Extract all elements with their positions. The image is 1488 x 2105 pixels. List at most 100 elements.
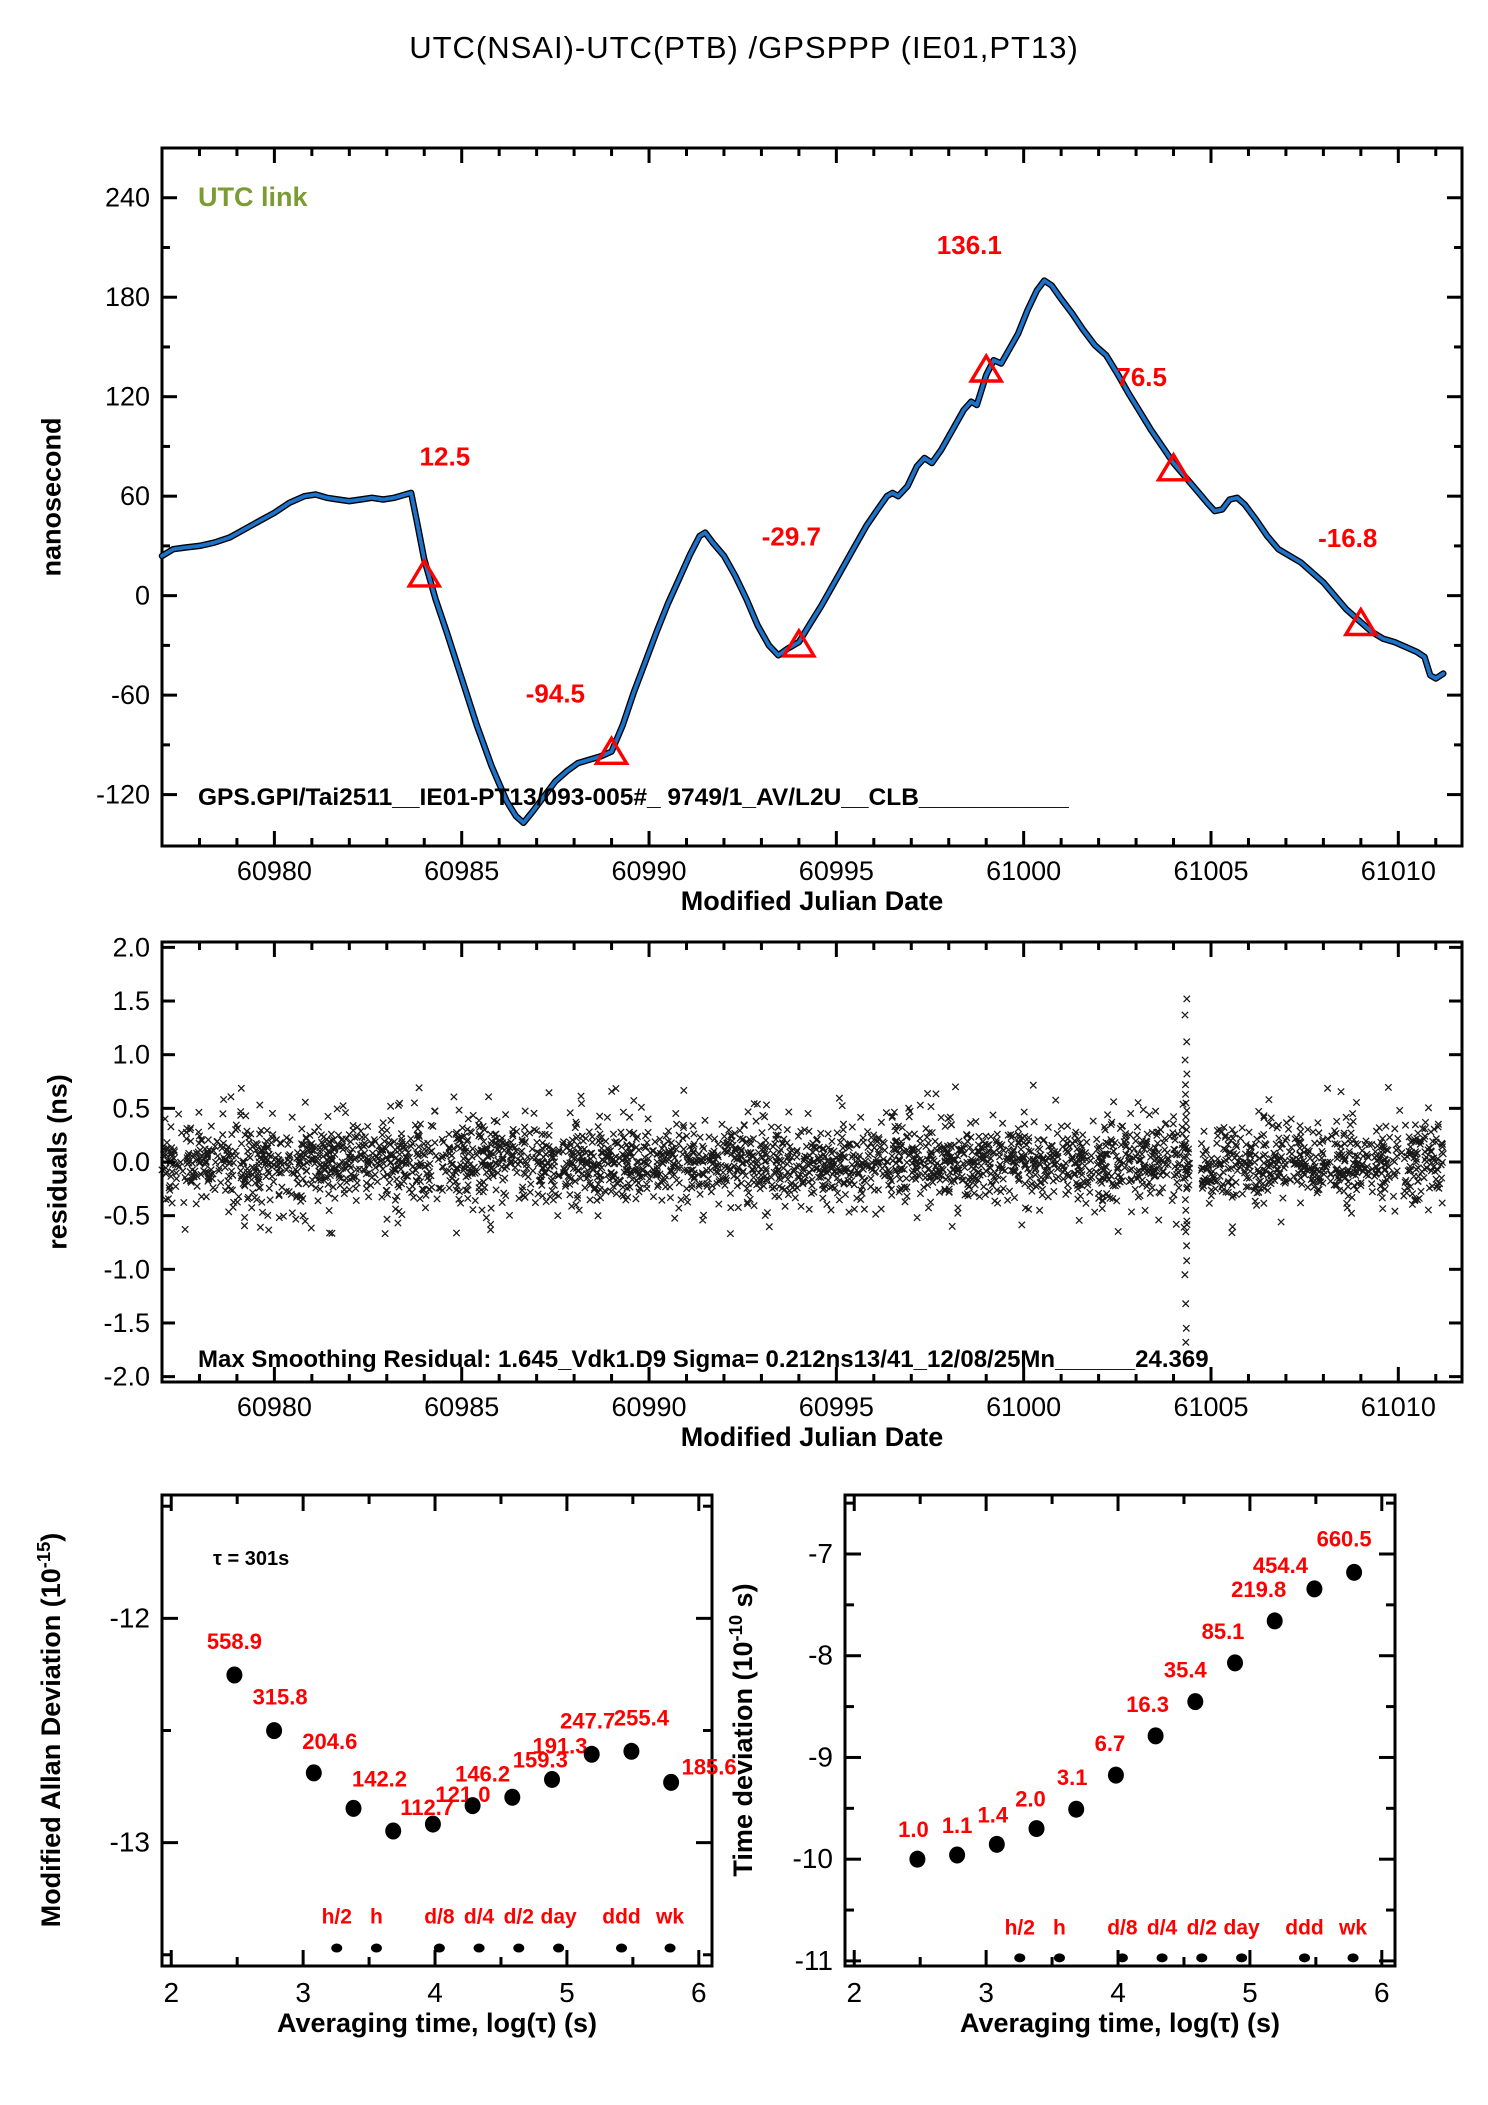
y-tick-label: -12 <box>110 1602 150 1633</box>
x-tick-label: 60990 <box>611 856 686 886</box>
y-tick-label: -11 <box>795 1945 833 1976</box>
time-marker-label: wk <box>655 1905 684 1928</box>
data-point-label: 121.0 <box>435 1782 490 1807</box>
data-point-label: 660.5 <box>1317 1526 1372 1551</box>
time-marker-dot <box>513 1943 525 1953</box>
data-point <box>1266 1612 1283 1630</box>
tdev-panel-points: 1.0 1.1 1.42.0 3.1 6.716.3 35.4 85.1 219.8454.4… <box>898 1526 1372 1868</box>
data-point <box>305 1764 322 1782</box>
time-marker-label: h <box>370 1905 383 1928</box>
data-point <box>226 1666 243 1684</box>
data-point <box>345 1799 362 1817</box>
x-tick-label: 60980 <box>237 856 312 886</box>
time-marker-dot <box>1299 1953 1311 1963</box>
data-point-label: 558.9 <box>207 1629 262 1654</box>
time-marker-label: d/8 <box>424 1905 455 1928</box>
calibration-value-label: -16.8 <box>1318 523 1377 553</box>
y-tick-label: -7 <box>808 1538 833 1569</box>
y-tick-label: -120 <box>96 780 150 810</box>
x-tick-label: 6 <box>1374 1977 1390 2008</box>
data-point <box>663 1773 680 1791</box>
x-tick-label: 4 <box>427 1977 443 2008</box>
data-point-label: 6.7 <box>1095 1731 1126 1756</box>
y-tick-label: 1.5 <box>112 986 150 1016</box>
time-marker-label: wk <box>1338 1916 1367 1939</box>
time-marker-dot <box>370 1943 382 1953</box>
data-point <box>1187 1693 1204 1711</box>
time-marker-label: day <box>1224 1916 1261 1939</box>
max-smoothing-residual-label: Max Smoothing Residual: 1.645_Vdk1.D9 Si… <box>198 1346 1209 1373</box>
calibration-triangle <box>1155 451 1192 482</box>
x-axis-title-mjd-top: Modified Julian Date <box>680 886 944 916</box>
x-axis-title-avg-left: Averaging time, log(τ) (s) <box>276 2008 598 2038</box>
x-tick-label: 2 <box>163 1977 179 2008</box>
calibration-triangle <box>968 352 1005 383</box>
calibration-value-label: -29.7 <box>762 521 821 551</box>
data-point-label: 159.3 <box>513 1747 568 1772</box>
time-marker-label: h <box>1053 1916 1066 1939</box>
data-point <box>949 1846 966 1864</box>
data-point-label: 1.4 <box>978 1802 1009 1827</box>
panel-frame <box>843 1493 1397 1968</box>
time-marker-dot <box>473 1943 485 1953</box>
data-point-label: 204.6 <box>302 1729 357 1754</box>
tdev-panel-axes: 2 3 4 5 6 -7 -8 -9 -10 -11 <box>793 1493 1397 2008</box>
time-marker-dot <box>1014 1953 1026 1963</box>
data-point-label: 16.3 <box>1126 1692 1169 1717</box>
time-marker-label: ddd <box>602 1905 640 1928</box>
data-point-label: 142.2 <box>352 1766 407 1791</box>
y-tick-label: -13 <box>110 1827 150 1858</box>
y-tick-label: 0 <box>135 581 150 611</box>
data-point-label: 454.4 <box>1253 1553 1309 1578</box>
x-axis-title-mjd-mid: Modified Julian Date <box>680 1422 944 1452</box>
top-panel-axes: 60980 60985 60990 60995 61000 61005 61010 -120 -… <box>96 146 1464 886</box>
x-tick-label: 61005 <box>1173 1392 1248 1422</box>
time-marker-label: d/4 <box>464 1905 495 1928</box>
x-tick-label: 5 <box>1242 1977 1258 2008</box>
tdev-panel: 2 3 4 5 6 -7 -8 -9 -10 -11 h/2 h d/8 d/4 d/2 day ddd wk 1.… <box>793 1493 1397 2008</box>
y-tick-label: -1.5 <box>103 1308 150 1338</box>
madev-panel-axes: 2 3 4 5 6 -12 -13 <box>110 1493 714 2008</box>
y-tick-label: -0.5 <box>103 1201 150 1231</box>
data-point <box>1306 1580 1323 1598</box>
data-point-label: 247.7 <box>560 1708 615 1733</box>
x-tick-label: 4 <box>1110 1977 1126 2008</box>
calibration-triangles: 12.5 -94.5 -29.7 136.1 76.5 -16.8 <box>406 230 1379 766</box>
y-axis-title-tdev: Time deviation (10-10 s) <box>725 1583 759 1876</box>
mid-panel-axes: 60980 60985 60990 60995 61000 61005 61010 -2.0 -… <box>103 932 1464 1422</box>
data-point <box>583 1745 600 1763</box>
x-tick-label: 61005 <box>1173 856 1248 886</box>
time-marker-dot <box>1156 1953 1168 1963</box>
data-point-label: 255.4 <box>614 1705 670 1730</box>
madev-title-sup: -15 <box>33 1541 54 1569</box>
data-point <box>266 1722 283 1740</box>
data-point <box>424 1815 441 1833</box>
time-marker-dot <box>553 1943 565 1953</box>
time-marker-dot <box>1116 1953 1128 1963</box>
x-tick-label: 60995 <box>799 1392 874 1422</box>
data-point <box>544 1770 561 1788</box>
gps-processing-label: GPS.GPI/Tai2511__IE01-PT13/093-005#_ 974… <box>198 784 1069 811</box>
time-marker-label: d/4 <box>1147 1916 1178 1939</box>
x-tick-label: 60985 <box>424 856 499 886</box>
data-point-label: 112.7 <box>400 1795 454 1820</box>
x-tick-label: 3 <box>295 1977 311 2008</box>
residuals-scatter <box>158 995 1447 1346</box>
time-marker-label: d/2 <box>504 1905 534 1928</box>
x-tick-label: 60985 <box>424 1392 499 1422</box>
time-marker-dot <box>433 1943 445 1953</box>
time-marker-dot <box>664 1943 676 1953</box>
tdev-title-post: s) <box>728 1583 758 1615</box>
y-axis-title-residuals: residuals (ns) <box>42 1074 73 1250</box>
residuals-panel: 60980 60985 60990 60995 61000 61005 61010 -2.0 -… <box>103 932 1464 1422</box>
data-point <box>1107 1766 1124 1784</box>
data-point-label: 1.0 <box>898 1817 929 1842</box>
data-point-label: 85.1 <box>1202 1619 1245 1644</box>
data-point-label: 185.6 <box>682 1754 737 1779</box>
y-tick-label: -8 <box>808 1640 833 1671</box>
calibration-value-label: 76.5 <box>1116 362 1167 392</box>
time-marker-dot <box>1196 1953 1208 1963</box>
x-tick-label: 61000 <box>986 856 1061 886</box>
time-marker-dot <box>1347 1953 1359 1963</box>
utc-link-curve <box>160 278 1446 825</box>
